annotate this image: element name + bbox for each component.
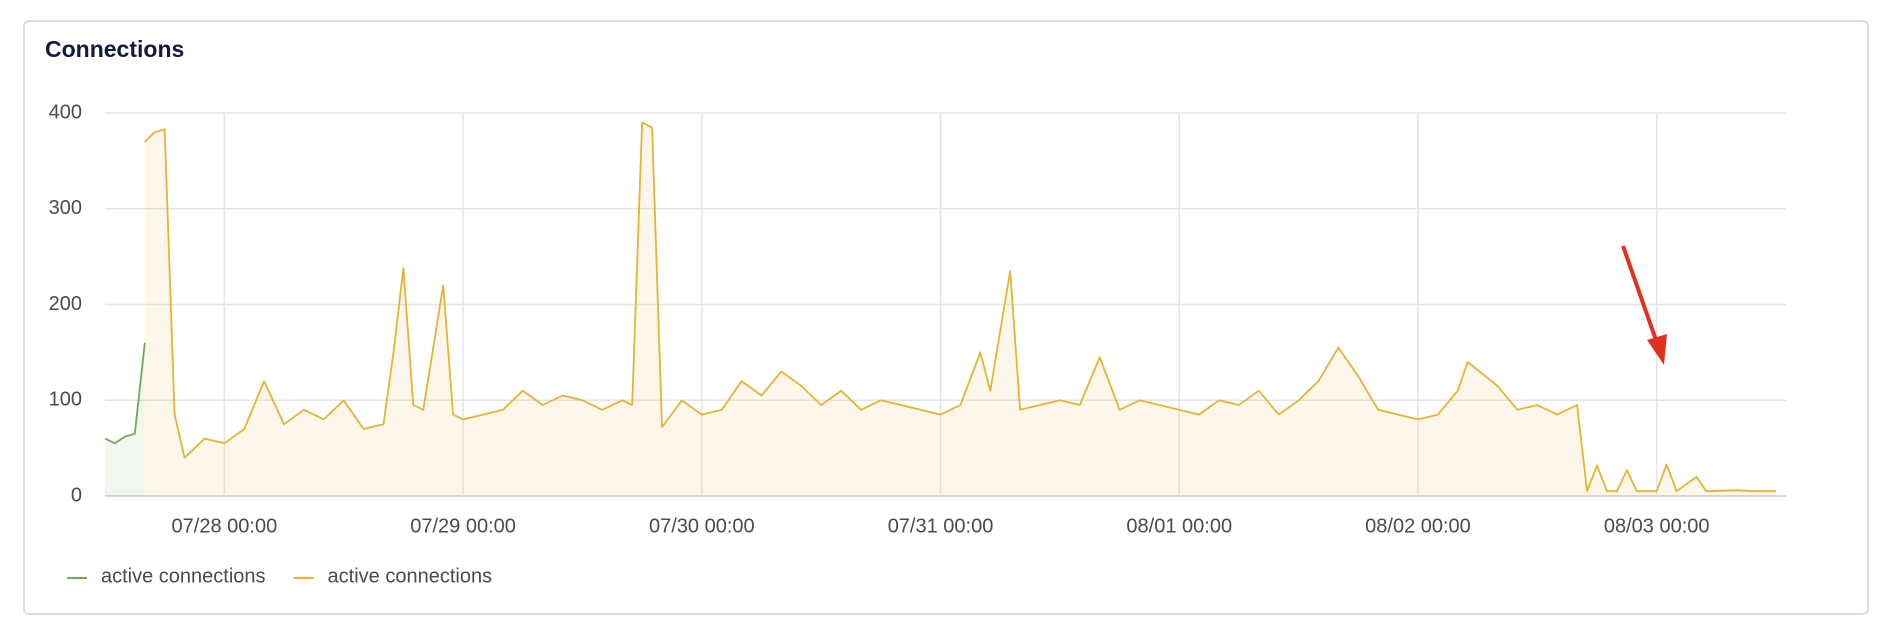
x-tick-label: 08/01 00:00	[1126, 515, 1232, 537]
series-area	[105, 342, 145, 496]
y-tick-label: 200	[49, 293, 82, 315]
x-tick-label: 07/29 00:00	[410, 515, 516, 537]
y-tick-label: 0	[71, 484, 82, 506]
y-tick-label: 100	[49, 389, 82, 411]
y-tick-label: 300	[49, 197, 82, 219]
series-area	[144, 122, 1777, 496]
x-tick-label: 07/28 00:00	[172, 515, 278, 537]
plot-area: 0 100 200 300 400 07/28 00:00 07/29 00:00 07/30…	[49, 101, 1786, 537]
panel	[23, 20, 1869, 615]
x-tick-label: 08/02 00:00	[1365, 515, 1471, 537]
series-line	[144, 121, 1777, 493]
y-tick-label: 400	[49, 101, 82, 123]
x-tick-label: 08/03 00:00	[1604, 515, 1710, 537]
legend-label: active connections	[101, 565, 266, 587]
x-tick-label: 07/30 00:00	[649, 515, 755, 537]
legend-label: active connections	[328, 565, 493, 587]
x-tick-label: 07/31 00:00	[888, 515, 994, 537]
annotation-arrow	[1621, 245, 1667, 365]
series-line	[104, 342, 146, 445]
chart-title: Connections	[45, 36, 184, 62]
